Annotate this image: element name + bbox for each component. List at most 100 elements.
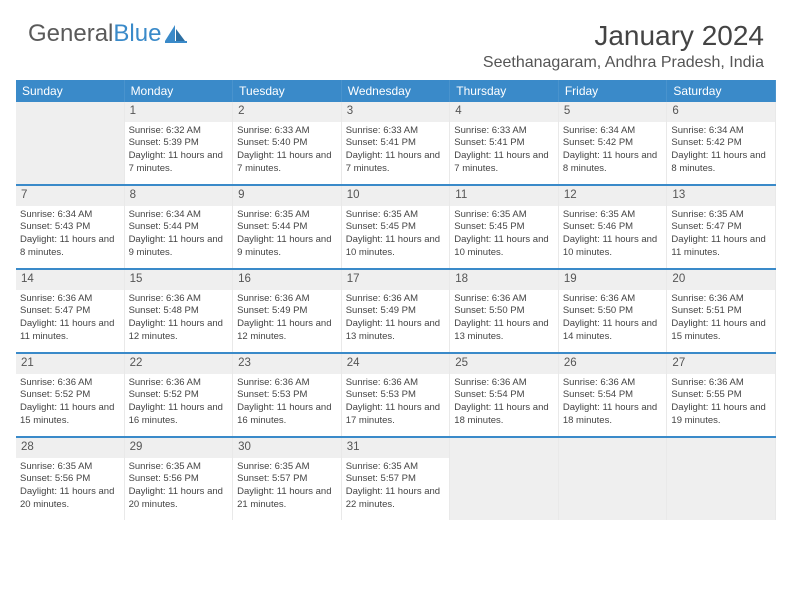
daylight-text: Daylight: 11 hours and 18 minutes. bbox=[563, 402, 663, 428]
weekday-sunday: Sunday bbox=[16, 80, 125, 102]
day-cell: 31Sunrise: 6:35 AMSunset: 5:57 PMDayligh… bbox=[342, 438, 451, 520]
day-number: 29 bbox=[125, 438, 233, 458]
day-cell: 7Sunrise: 6:34 AMSunset: 5:43 PMDaylight… bbox=[16, 186, 125, 268]
daylight-text: Daylight: 11 hours and 18 minutes. bbox=[454, 402, 554, 428]
day-number: 20 bbox=[667, 270, 775, 290]
logo-text: GeneralBlue bbox=[28, 20, 161, 48]
sunset-text: Sunset: 5:48 PM bbox=[129, 305, 229, 318]
daylight-text: Daylight: 11 hours and 22 minutes. bbox=[346, 486, 446, 512]
daylight-text: Daylight: 11 hours and 17 minutes. bbox=[346, 402, 446, 428]
day-cell: 2 Sunrise: 6:33 AMSunset: 5:40 PMDaylight… bbox=[233, 102, 342, 184]
daylight-text: Daylight: 11 hours and 11 minutes. bbox=[671, 234, 771, 260]
day-number: 12 bbox=[559, 186, 667, 206]
day-number: 11 bbox=[450, 186, 558, 206]
sunrise-text: Sunrise: 6:36 AM bbox=[671, 377, 771, 390]
sunrise-text: Sunrise: 6:35 AM bbox=[129, 461, 229, 474]
sunrise-text: Sunrise: 6:33 AM bbox=[237, 125, 337, 138]
daylight-text: Daylight: 11 hours and 11 minutes. bbox=[20, 318, 120, 344]
day-number: 25 bbox=[450, 354, 558, 374]
title-block: January 2024 Seethanagaram, Andhra Prade… bbox=[483, 20, 764, 72]
sunset-text: Sunset: 5:49 PM bbox=[237, 305, 337, 318]
day-cell: 15Sunrise: 6:36 AMSunset: 5:48 PMDayligh… bbox=[125, 270, 234, 352]
sunset-text: Sunset: 5:45 PM bbox=[346, 221, 446, 234]
daylight-text: Daylight: 11 hours and 10 minutes. bbox=[346, 234, 446, 260]
day-number: 30 bbox=[233, 438, 341, 458]
sunrise-text: Sunrise: 6:34 AM bbox=[671, 125, 771, 138]
sunset-text: Sunset: 5:44 PM bbox=[237, 221, 337, 234]
logo-part1: General bbox=[28, 20, 113, 47]
sunset-text: Sunset: 5:47 PM bbox=[20, 305, 120, 318]
sunset-text: Sunset: 5:56 PM bbox=[20, 473, 120, 486]
day-number: 6 bbox=[667, 102, 775, 122]
sunrise-text: Sunrise: 6:35 AM bbox=[346, 461, 446, 474]
sunrise-text: Sunrise: 6:35 AM bbox=[20, 461, 120, 474]
day-number: 2 bbox=[233, 102, 341, 122]
sunrise-text: Sunrise: 6:35 AM bbox=[237, 209, 337, 222]
sunset-text: Sunset: 5:52 PM bbox=[129, 389, 229, 402]
weekday-wednesday: Wednesday bbox=[342, 80, 451, 102]
day-number: 27 bbox=[667, 354, 775, 374]
daylight-text: Daylight: 11 hours and 20 minutes. bbox=[20, 486, 120, 512]
sunrise-text: Sunrise: 6:36 AM bbox=[454, 377, 554, 390]
day-number: 4 bbox=[450, 102, 558, 122]
logo-part2: Blue bbox=[113, 20, 161, 47]
sunset-text: Sunset: 5:53 PM bbox=[237, 389, 337, 402]
day-cell: 28Sunrise: 6:35 AMSunset: 5:56 PMDayligh… bbox=[16, 438, 125, 520]
daylight-text: Daylight: 11 hours and 9 minutes. bbox=[129, 234, 229, 260]
sunrise-text: Sunrise: 6:35 AM bbox=[346, 209, 446, 222]
day-number: 26 bbox=[559, 354, 667, 374]
day-number: 15 bbox=[125, 270, 233, 290]
sunset-text: Sunset: 5:56 PM bbox=[129, 473, 229, 486]
daylight-text: Daylight: 11 hours and 16 minutes. bbox=[129, 402, 229, 428]
sunset-text: Sunset: 5:57 PM bbox=[237, 473, 337, 486]
sunrise-text: Sunrise: 6:35 AM bbox=[237, 461, 337, 474]
sunrise-text: Sunrise: 6:32 AM bbox=[129, 125, 229, 138]
sunset-text: Sunset: 5:46 PM bbox=[563, 221, 663, 234]
day-cell: 27 Sunrise: 6:36 AMSunset: 5:55 PMDayligh… bbox=[667, 354, 776, 436]
daylight-text: Daylight: 11 hours and 12 minutes. bbox=[237, 318, 337, 344]
sunset-text: Sunset: 5:57 PM bbox=[346, 473, 446, 486]
sunset-text: Sunset: 5:40 PM bbox=[237, 137, 337, 150]
day-number: 7 bbox=[16, 186, 124, 206]
sunset-text: Sunset: 5:51 PM bbox=[671, 305, 771, 318]
day-cell: 20Sunrise: 6:36 AMSunset: 5:51 PMDayligh… bbox=[667, 270, 776, 352]
daylight-text: Daylight: 11 hours and 7 minutes. bbox=[237, 150, 337, 176]
sunrise-text: Sunrise: 6:34 AM bbox=[129, 209, 229, 222]
daylight-text: Daylight: 11 hours and 7 minutes. bbox=[346, 150, 446, 176]
sail-icon bbox=[165, 25, 187, 43]
sunrise-text: Sunrise: 6:36 AM bbox=[563, 293, 663, 306]
day-cell: 5Sunrise: 6:34 AMSunset: 5:42 PMDaylight… bbox=[559, 102, 668, 184]
sunset-text: Sunset: 5:41 PM bbox=[454, 137, 554, 150]
sunrise-text: Sunrise: 6:36 AM bbox=[237, 377, 337, 390]
sunset-text: Sunset: 5:49 PM bbox=[346, 305, 446, 318]
day-cell: 8Sunrise: 6:34 AMSunset: 5:44 PMDaylight… bbox=[125, 186, 234, 268]
sunrise-text: Sunrise: 6:33 AM bbox=[346, 125, 446, 138]
daylight-text: Daylight: 11 hours and 8 minutes. bbox=[671, 150, 771, 176]
weekday-tuesday: Tuesday bbox=[233, 80, 342, 102]
sunset-text: Sunset: 5:39 PM bbox=[129, 137, 229, 150]
sunset-text: Sunset: 5:52 PM bbox=[20, 389, 120, 402]
sunrise-text: Sunrise: 6:36 AM bbox=[237, 293, 337, 306]
day-cell: 1Sunrise: 6:32 AMSunset: 5:39 PMDaylight… bbox=[125, 102, 234, 184]
daylight-text: Daylight: 11 hours and 10 minutes. bbox=[563, 234, 663, 260]
daylight-text: Daylight: 11 hours and 7 minutes. bbox=[129, 150, 229, 176]
sunset-text: Sunset: 5:50 PM bbox=[563, 305, 663, 318]
sunrise-text: Sunrise: 6:33 AM bbox=[454, 125, 554, 138]
day-number: 17 bbox=[342, 270, 450, 290]
day-number: 18 bbox=[450, 270, 558, 290]
day-cell: 6 Sunrise: 6:34 AMSunset: 5:42 PMDaylight… bbox=[667, 102, 776, 184]
sunset-text: Sunset: 5:55 PM bbox=[671, 389, 771, 402]
sunrise-text: Sunrise: 6:34 AM bbox=[563, 125, 663, 138]
sunset-text: Sunset: 5:42 PM bbox=[671, 137, 771, 150]
day-number: 3 bbox=[342, 102, 450, 122]
daylight-text: Daylight: 11 hours and 19 minutes. bbox=[671, 402, 771, 428]
sunset-text: Sunset: 5:54 PM bbox=[563, 389, 663, 402]
sunrise-text: Sunrise: 6:36 AM bbox=[129, 293, 229, 306]
sunset-text: Sunset: 5:45 PM bbox=[454, 221, 554, 234]
sunset-text: Sunset: 5:41 PM bbox=[346, 137, 446, 150]
sunrise-text: Sunrise: 6:36 AM bbox=[20, 293, 120, 306]
sunrise-text: Sunrise: 6:36 AM bbox=[346, 293, 446, 306]
daylight-text: Daylight: 11 hours and 13 minutes. bbox=[346, 318, 446, 344]
day-cell: 17 Sunrise: 6:36 AMSunset: 5:49 PMDayligh… bbox=[342, 270, 451, 352]
daylight-text: Daylight: 11 hours and 10 minutes. bbox=[454, 234, 554, 260]
